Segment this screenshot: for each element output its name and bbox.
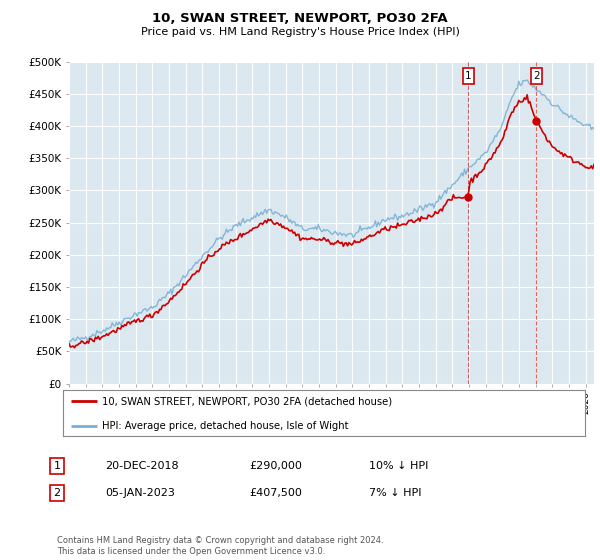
Text: 10% ↓ HPI: 10% ↓ HPI	[369, 461, 428, 471]
Text: Price paid vs. HM Land Registry's House Price Index (HPI): Price paid vs. HM Land Registry's House …	[140, 27, 460, 37]
Text: £407,500: £407,500	[249, 488, 302, 498]
Text: 10, SWAN STREET, NEWPORT, PO30 2FA (detached house): 10, SWAN STREET, NEWPORT, PO30 2FA (deta…	[102, 396, 392, 406]
Text: 20-DEC-2018: 20-DEC-2018	[105, 461, 179, 471]
Text: Contains HM Land Registry data © Crown copyright and database right 2024.
This d: Contains HM Land Registry data © Crown c…	[57, 536, 383, 556]
Text: 10, SWAN STREET, NEWPORT, PO30 2FA: 10, SWAN STREET, NEWPORT, PO30 2FA	[152, 12, 448, 25]
Text: 7% ↓ HPI: 7% ↓ HPI	[369, 488, 421, 498]
Text: 05-JAN-2023: 05-JAN-2023	[105, 488, 175, 498]
Text: £290,000: £290,000	[249, 461, 302, 471]
Text: 1: 1	[53, 461, 61, 471]
Text: HPI: Average price, detached house, Isle of Wight: HPI: Average price, detached house, Isle…	[102, 421, 349, 431]
Text: 2: 2	[533, 71, 540, 81]
Text: 1: 1	[465, 71, 472, 81]
Text: 2: 2	[53, 488, 61, 498]
